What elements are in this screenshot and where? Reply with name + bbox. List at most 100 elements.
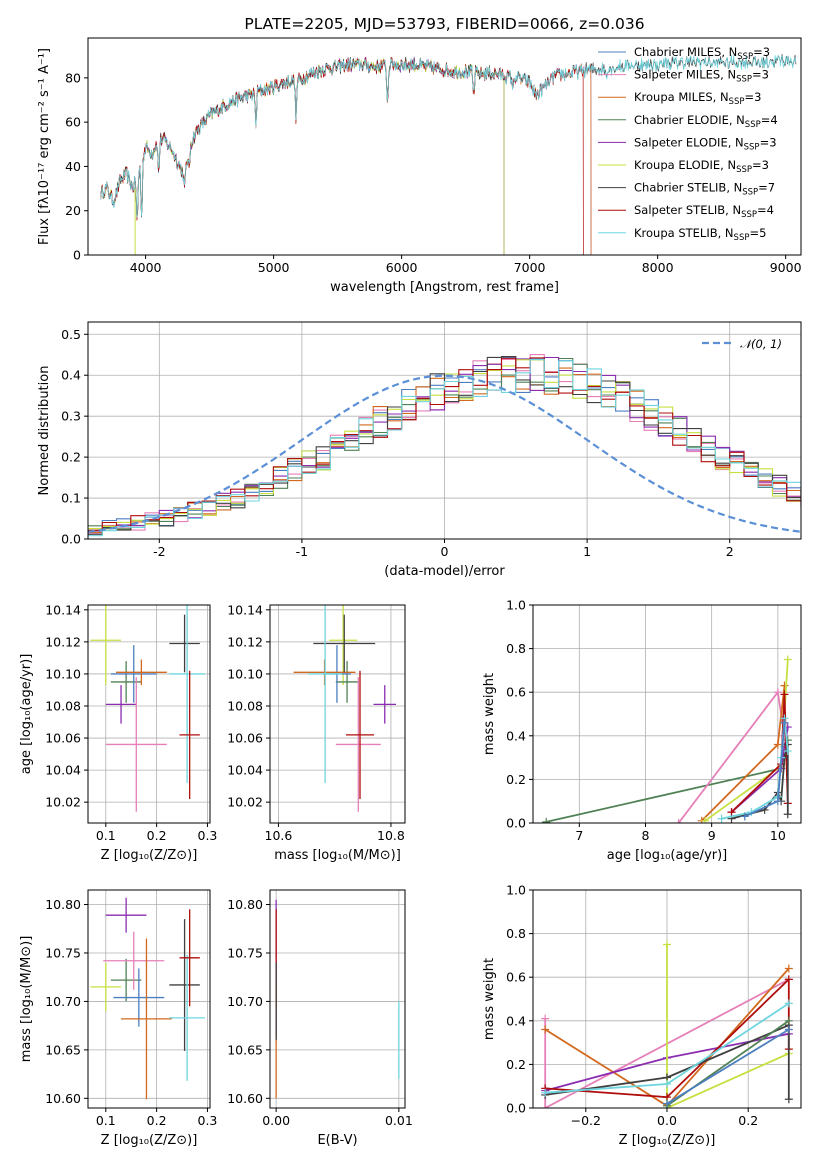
x-tick-label: 0.2 xyxy=(147,1113,167,1128)
legend-entry: Kroupa ELODIE, NSSP=3 xyxy=(634,158,769,175)
residuals-y-axis-label: Normed distribution xyxy=(37,366,52,496)
y-tick-label: 10.02 xyxy=(45,795,81,810)
mass-vs-ebv-plot-area xyxy=(275,899,400,1099)
data-point xyxy=(115,659,167,686)
y-tick-label: 0.2 xyxy=(506,772,526,787)
y-tick-label: 0.6 xyxy=(506,970,526,985)
y-tick-label: 10.75 xyxy=(227,945,263,960)
weight-line xyxy=(545,1024,790,1100)
weight-marker xyxy=(780,718,789,727)
histogram-step xyxy=(88,357,801,530)
y-tick-label: 0.0 xyxy=(506,1101,526,1116)
legend-entry: 𝒩(0, 1) xyxy=(740,337,782,351)
data-point xyxy=(105,897,147,933)
data-point xyxy=(121,938,172,1100)
weight-marker xyxy=(784,999,793,1008)
mass-vs-ebv-panel: 0.00 0.01 10.60 10.65 10.70 10.75 10.80 E(B-V) xyxy=(227,889,413,1148)
x-tick-label: 9 xyxy=(708,828,716,843)
weight-marker xyxy=(784,1025,793,1034)
data-point xyxy=(113,968,165,1027)
x-tick-label: 0.1 xyxy=(96,1113,116,1128)
mass-weight-vs-age-y-axis-label: mass weight xyxy=(482,673,497,755)
weight-marker xyxy=(541,1014,550,1023)
y-tick-label: 1.0 xyxy=(506,883,526,898)
legend-entry: Salpeter ELODIE, NSSP=3 xyxy=(634,135,777,152)
x-tick-label: 2 xyxy=(726,544,734,559)
y-tick-label: 0.8 xyxy=(506,926,526,941)
y-tick-label: 60 xyxy=(65,115,81,130)
y-tick-label: 10.80 xyxy=(45,897,81,912)
histogram-step xyxy=(88,359,801,537)
x-tick-label: -1 xyxy=(296,544,308,559)
weight-marker xyxy=(784,1016,793,1025)
weight-marker xyxy=(663,1099,671,1108)
weight-marker xyxy=(701,816,710,823)
x-tick-label: 1 xyxy=(583,544,591,559)
y-tick-label: 10.14 xyxy=(227,602,263,617)
y-tick-label: 10.80 xyxy=(227,897,263,912)
age-vs-mass-panel: 10.6 10.8 10.02 10.04 10.06 10.08 10.10 10.12 10… xyxy=(227,602,406,863)
weight-marker xyxy=(541,1104,550,1108)
weight-marker xyxy=(784,1095,793,1104)
y-tick-label: 0.2 xyxy=(61,450,81,465)
y-tick-label: 0.3 xyxy=(61,409,81,424)
y-tick-label: 10.08 xyxy=(45,698,81,713)
y-tick-label: 10.10 xyxy=(227,666,263,681)
y-tick-label: 10.12 xyxy=(227,634,263,649)
x-tick-label: 10.8 xyxy=(377,828,405,843)
weight-line xyxy=(666,944,790,1108)
data-point xyxy=(90,605,122,686)
mass-weight-vs-age-panel: 7 8 9 10 0.0 0.2 0.4 0.6 0.8 1.0 age [log₁₀(age/yr… xyxy=(482,598,802,863)
mass-weight-vs-age-plot-area xyxy=(542,655,792,823)
age-vs-Z-x-axis-label: Z [log₁₀(Z/Z⊙)] xyxy=(101,848,198,863)
y-tick-label: 0.4 xyxy=(506,1013,526,1028)
x-tick-label: 0.2 xyxy=(147,828,167,843)
x-tick-label: 0.2 xyxy=(738,1113,758,1128)
mass-vs-Z-plot-area xyxy=(90,897,205,1100)
data-point xyxy=(169,919,200,1051)
x-tick-label: 0.01 xyxy=(385,1113,413,1128)
weight-marker xyxy=(542,817,551,823)
data-point xyxy=(169,614,200,673)
weight-line xyxy=(544,978,790,1108)
weight-marker xyxy=(784,964,793,973)
weight-marker xyxy=(674,819,683,823)
histogram-step xyxy=(88,363,801,533)
weight-marker xyxy=(663,940,671,949)
mass-weight-vs-Z-panel: −0.2 0.0 0.2 0.0 0.2 0.4 0.6 0.8 1.0 Z [log₁₀(Z/Z… xyxy=(482,883,802,1148)
y-tick-label: 0.1 xyxy=(61,491,81,506)
y-tick-label: 10.12 xyxy=(45,634,81,649)
y-tick-label: 0 xyxy=(73,248,81,263)
residuals-panel: -2 -1 0 1 2 0.0 0.1 0.2 0.3 0.4 0.5 (data-model)/er… xyxy=(37,321,802,579)
histogram-step xyxy=(88,356,801,533)
x-tick-label: 9000 xyxy=(770,260,802,275)
weight-marker xyxy=(773,797,782,806)
mass-weight-vs-age-x-axis-label: age [log₁₀(age/yr)] xyxy=(607,848,728,863)
weight-line xyxy=(545,978,790,1098)
y-tick-label: 10.75 xyxy=(45,945,81,960)
chart-title: PLATE=2205, MJD=53793, FIBERID=0066, z=0… xyxy=(244,15,644,33)
y-tick-label: 10.06 xyxy=(45,731,81,746)
y-tick-label: 10.65 xyxy=(45,1042,81,1057)
data-point xyxy=(105,677,167,812)
legend-entry: Kroupa STELIB, NSSP=5 xyxy=(634,226,766,243)
x-tick-label: -2 xyxy=(153,544,165,559)
data-point xyxy=(335,677,381,812)
y-tick-label: 10.60 xyxy=(227,1091,263,1106)
mass-weight-vs-Z-x-axis-label: Z [log₁₀(Z/Z⊙)] xyxy=(619,1133,716,1148)
y-tick-label: 20 xyxy=(65,203,81,218)
y-tick-label: 80 xyxy=(65,70,81,85)
spectrum-line xyxy=(100,57,505,255)
legend-entry: Salpeter MILES, NSSP=3 xyxy=(634,68,769,85)
spectrum-y-axis-label: Flux [fλ10⁻¹⁷ erg cm⁻² s⁻¹ A⁻¹] xyxy=(37,48,52,245)
data-point xyxy=(345,670,375,799)
x-tick-label: 10.6 xyxy=(265,828,293,843)
weight-marker xyxy=(783,747,792,756)
x-tick-label: 0.0 xyxy=(657,1113,677,1128)
y-tick-label: 10.70 xyxy=(45,994,81,1009)
mass-vs-Z-panel: 0.1 0.2 0.3 10.60 10.65 10.70 10.75 10.80 Z [log… xyxy=(19,889,217,1148)
spectrum-panel: 4000 5000 6000 7000 8000 9000 0 20 40 60 80 wavelen… xyxy=(37,15,802,295)
residuals-plot-area xyxy=(88,354,801,537)
age-vs-mass-frame xyxy=(269,604,406,824)
y-tick-label: 0.5 xyxy=(61,327,81,342)
